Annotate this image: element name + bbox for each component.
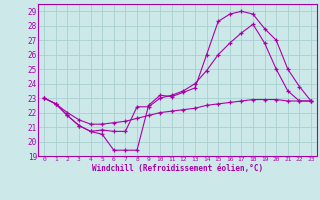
X-axis label: Windchill (Refroidissement éolien,°C): Windchill (Refroidissement éolien,°C) <box>92 164 263 173</box>
